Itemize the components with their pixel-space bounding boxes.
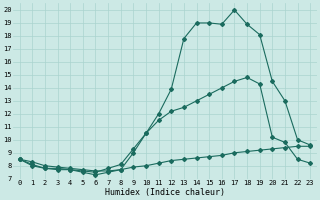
X-axis label: Humidex (Indice chaleur): Humidex (Indice chaleur) — [105, 188, 225, 197]
